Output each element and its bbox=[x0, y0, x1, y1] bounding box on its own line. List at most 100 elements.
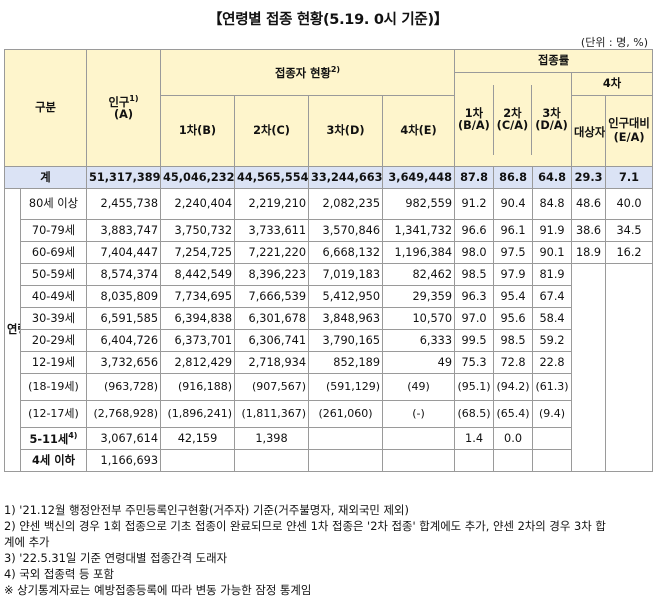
sub-row-d1: (1,896,241) bbox=[160, 400, 236, 428]
row-r3: 59.2 bbox=[532, 329, 573, 352]
row-r4t: 48.6 bbox=[571, 188, 607, 220]
row-population: 6,404,726 bbox=[86, 329, 162, 352]
row-r3: 84.8 bbox=[532, 188, 573, 220]
table-row: 50-59세 8,574,374 8,442,549 8,396,223 7,0… bbox=[5, 263, 654, 472]
row-d1: 8,442,549 bbox=[160, 263, 236, 286]
row-d4: 982,559 bbox=[382, 188, 456, 220]
sub-row-d2: (907,567) bbox=[234, 373, 310, 401]
header-population-label: 인구 bbox=[108, 96, 130, 110]
row-population: 1,166,693 bbox=[86, 449, 162, 472]
row-age-5-11-label: 5-11세 bbox=[29, 432, 69, 446]
row-population: 3,883,747 bbox=[86, 219, 162, 242]
row-population: 3,067,614 bbox=[86, 427, 162, 450]
row-r4p-empty bbox=[605, 263, 654, 472]
row-d2: 1,398 bbox=[234, 427, 310, 450]
table-row: 30-39세 6,591,585 6,394,838 6,301,678 3,8… bbox=[5, 307, 653, 330]
row-d3: 5,412,950 bbox=[308, 285, 384, 308]
row-d4: 29,359 bbox=[382, 285, 456, 308]
row-d4: 6,333 bbox=[382, 329, 456, 352]
table-row: 20-29세 6,404,726 6,373,701 6,306,741 3,7… bbox=[5, 329, 653, 352]
row-r1: 97.0 bbox=[454, 307, 495, 330]
row-d4-empty bbox=[382, 449, 456, 472]
total-r1: 87.8 bbox=[454, 166, 495, 189]
header-vaccinated-sup: 2) bbox=[330, 64, 341, 74]
header-dose4: 4차(E) bbox=[382, 95, 456, 167]
sub-row-population: (2,768,928) bbox=[86, 400, 162, 428]
table-row: 40-49세 8,035,809 7,734,695 7,666,539 5,4… bbox=[5, 285, 653, 308]
row-d4-empty bbox=[382, 427, 456, 450]
row-r2: 98.5 bbox=[493, 329, 534, 352]
sub-row-d3: (591,129) bbox=[308, 373, 384, 401]
row-d3: 2,082,235 bbox=[308, 188, 384, 220]
row-d1: 3,750,732 bbox=[160, 219, 236, 242]
header-population-sub: (A) bbox=[113, 107, 134, 121]
header-rate2: 2차 (C/A) bbox=[493, 84, 533, 155]
row-d3: 852,189 bbox=[308, 351, 384, 374]
row-r2: 90.4 bbox=[493, 188, 534, 220]
sub-row-r3: (9.4) bbox=[532, 400, 573, 428]
header-vaccinated-label: 접종자 현황 bbox=[274, 66, 331, 80]
row-d1: 2,240,404 bbox=[160, 188, 236, 220]
row-d1-empty bbox=[160, 449, 236, 472]
row-d1: 6,394,838 bbox=[160, 307, 236, 330]
row-r1: 96.3 bbox=[454, 285, 495, 308]
row-d2: 8,396,223 bbox=[234, 263, 310, 286]
sub-row-r2: (65.4) bbox=[493, 400, 534, 428]
footnote: 계에 추가 bbox=[4, 535, 50, 549]
header-rate1: 1차 (B/A) bbox=[455, 84, 494, 155]
row-age: 30-39세 bbox=[19, 307, 88, 330]
row-d3-empty bbox=[308, 427, 384, 450]
total-r4p: 7.1 bbox=[605, 166, 654, 189]
row-r4t: 38.6 bbox=[571, 219, 607, 242]
row-population: 8,035,809 bbox=[86, 285, 162, 308]
sub-row-r1: (95.1) bbox=[454, 373, 495, 401]
row-r3: 22.8 bbox=[532, 351, 573, 374]
header-rate4-target-label: 대상자 대비 bbox=[574, 125, 606, 139]
row-d4: 49 bbox=[382, 351, 456, 374]
table-row-sub: (18-19세) (963,728) (916,188) (907,567) (… bbox=[5, 373, 653, 401]
row-d1: 6,373,701 bbox=[160, 329, 236, 352]
sub-row-r2: (94.2) bbox=[493, 373, 534, 401]
total-d3: 33,244,663 bbox=[308, 166, 384, 189]
page-title: 【연령별 접종 현황(5.19. 0시 기준)】 bbox=[207, 12, 449, 28]
row-r2: 97.9 bbox=[493, 263, 534, 286]
row-d4: 1,196,384 bbox=[382, 241, 456, 264]
table-row: 5-11세4) 3,067,614 42,159 1,398 1.4 0.0 bbox=[5, 427, 653, 450]
total-d2: 44,565,554 bbox=[234, 166, 310, 189]
row-age: 60-69세 bbox=[19, 241, 88, 264]
header-vaccinated: 접종자 현황2) bbox=[160, 49, 456, 96]
row-population: 3,732,656 bbox=[86, 351, 162, 374]
row-d1: 7,734,695 bbox=[160, 285, 236, 308]
row-age-5-11: 5-11세4) bbox=[19, 427, 88, 450]
row-d3: 3,790,165 bbox=[308, 329, 384, 352]
row-d3: 3,848,963 bbox=[308, 307, 384, 330]
row-age: 50-59세 bbox=[19, 263, 88, 286]
sub-row-r1: (68.5) bbox=[454, 400, 495, 428]
row-r4p: 40.0 bbox=[605, 188, 654, 220]
row-d1: 7,254,725 bbox=[160, 241, 236, 264]
row-r1: 98.5 bbox=[454, 263, 495, 286]
total-r2: 86.8 bbox=[493, 166, 534, 189]
total-r3: 64.8 bbox=[532, 166, 573, 189]
row-r1: 1.4 bbox=[454, 427, 495, 450]
total-d1: 45,046,232 bbox=[160, 166, 236, 189]
total-r4t: 29.3 bbox=[571, 166, 607, 189]
header-dose1: 1차(B) bbox=[160, 95, 236, 167]
footnote: ※ 상기통계자료는 예방접종등록에 따라 변동 가능한 잠정 통계임 bbox=[4, 583, 312, 597]
row-d1: 42,159 bbox=[160, 427, 236, 450]
row-r1: 75.3 bbox=[454, 351, 495, 374]
row-r3: 67.4 bbox=[532, 285, 573, 308]
footnotes: 1) '21.12월 행정안전부 주민등록인구현황(거주자) 기준(거주불명자,… bbox=[4, 502, 654, 598]
header-rate3: 3차 (D/A) bbox=[535, 106, 568, 132]
vaccination-table: 구분 인구1) (A) 접종자 현황2) 접종률 1차 (B/A) 2차 (C/… bbox=[3, 49, 654, 472]
table-row: 70-79세 3,883,747 3,750,732 3,733,611 3,5… bbox=[5, 219, 654, 242]
row-r1-empty bbox=[454, 449, 495, 472]
sub-row-population: (963,728) bbox=[86, 373, 162, 401]
header-gubun: 구분 bbox=[3, 49, 88, 167]
row-d2: 6,306,741 bbox=[234, 329, 310, 352]
sub-row-r3: (61.3) bbox=[532, 373, 573, 401]
row-r2: 95.4 bbox=[493, 285, 534, 308]
footnote: 3) '22.5.31일 기준 연령대별 접종간격 도래자 bbox=[4, 551, 228, 565]
footnote: 2) 얀센 백신의 경우 1회 접종으로 기초 접종이 완료되므로 얀센 1차 … bbox=[4, 519, 606, 533]
row-age: 40-49세 bbox=[19, 285, 88, 308]
